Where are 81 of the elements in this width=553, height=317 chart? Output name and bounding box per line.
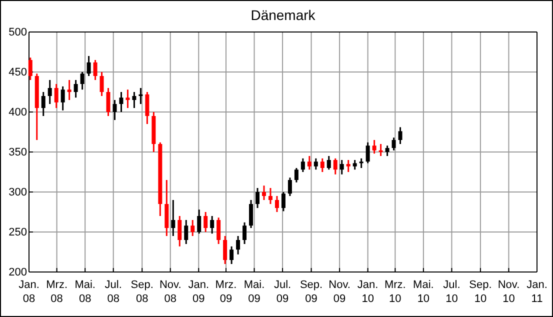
y-tick-label: 500 [8, 26, 27, 39]
candlestick [204, 211, 208, 233]
candlestick [398, 126, 402, 145]
x-tick-label: Mrz. 09 [215, 278, 237, 306]
x-tick-label: Jan. 10 [357, 278, 378, 306]
candlestick [41, 91, 46, 117]
candlestick [178, 215, 182, 248]
candlestick [256, 187, 260, 209]
x-tick-label: Nov. 10 [498, 278, 520, 306]
candlestick [67, 79, 72, 101]
y-tick-label: 200 [8, 266, 27, 279]
x-tick-label: Sep. 10 [469, 278, 492, 306]
candlestick [236, 235, 240, 256]
candlestick [274, 195, 279, 213]
candlestick [190, 219, 195, 237]
candlestick [385, 144, 390, 157]
candlestick [60, 86, 65, 112]
candlestick [223, 235, 228, 265]
y-tick-label: 300 [8, 186, 27, 199]
x-tick-label: Mai. 10 [413, 278, 434, 306]
candlestick [288, 176, 292, 197]
x-tick-label: Jan. 08 [18, 278, 40, 306]
x-tick-label: Mrz. 08 [46, 278, 68, 306]
candlestick [359, 158, 364, 169]
candlestick [119, 91, 124, 113]
candlestick [138, 87, 143, 105]
candlestick [268, 187, 272, 205]
y-tick-label: 350 [8, 146, 27, 159]
x-tick-label: Sep. 09 [300, 278, 323, 306]
candlestick [366, 142, 370, 164]
candlestick [372, 139, 376, 154]
candlestick [100, 71, 104, 97]
candlestick [126, 88, 130, 109]
candlestick [249, 199, 254, 229]
y-tick-label: 400 [8, 106, 27, 119]
candlestick [197, 208, 202, 234]
candlestick [74, 79, 78, 98]
candlestick [307, 155, 312, 170]
x-tick-label: Jan. 09 [188, 278, 210, 306]
x-tick-label: Nov. 09 [328, 278, 350, 306]
candlestick [112, 99, 117, 121]
candlestick [262, 184, 266, 201]
x-tick-label: Mai. 08 [74, 278, 96, 306]
candlestick [378, 143, 383, 157]
candlestick [340, 159, 344, 176]
candlestick [132, 91, 136, 109]
y-tick-label: 250 [8, 226, 27, 239]
candlestick [86, 55, 91, 77]
candlestick [210, 215, 214, 234]
x-tick-label: Jul. 08 [104, 278, 122, 306]
candlestick [320, 158, 324, 173]
candlestick [242, 222, 247, 245]
candlestick [294, 167, 298, 184]
x-tick-label: Sep. 08 [130, 278, 154, 306]
candlestick [346, 159, 350, 173]
candlestick [392, 136, 396, 152]
candlestick [326, 155, 331, 170]
candlestick [314, 158, 318, 170]
candlestick [281, 191, 286, 212]
candlestick [171, 199, 176, 237]
candlestick [93, 59, 98, 81]
x-tick-label: Mrz. 10 [384, 278, 406, 306]
candlestick [300, 158, 305, 173]
candlestick [48, 79, 52, 105]
candlestick [164, 179, 169, 237]
candlestick [80, 71, 84, 90]
candlestick [184, 219, 188, 245]
candlestick [145, 91, 150, 125]
candlestick [216, 216, 221, 245]
x-tick-label: Mai. 09 [244, 278, 265, 306]
candlestick [352, 159, 357, 170]
candlestick [106, 87, 110, 117]
candlestick [54, 83, 58, 109]
x-tick-label: Jul. 09 [274, 278, 292, 306]
y-tick-label: 450 [8, 66, 27, 79]
chart-title: Dänemark [250, 7, 316, 23]
x-tick-label: Jul. 10 [443, 278, 460, 306]
x-tick-label: Jan. 11 [526, 278, 548, 306]
x-tick-label: Nov. 08 [159, 278, 182, 306]
candlestick [230, 246, 234, 265]
candlestick [333, 158, 338, 176]
